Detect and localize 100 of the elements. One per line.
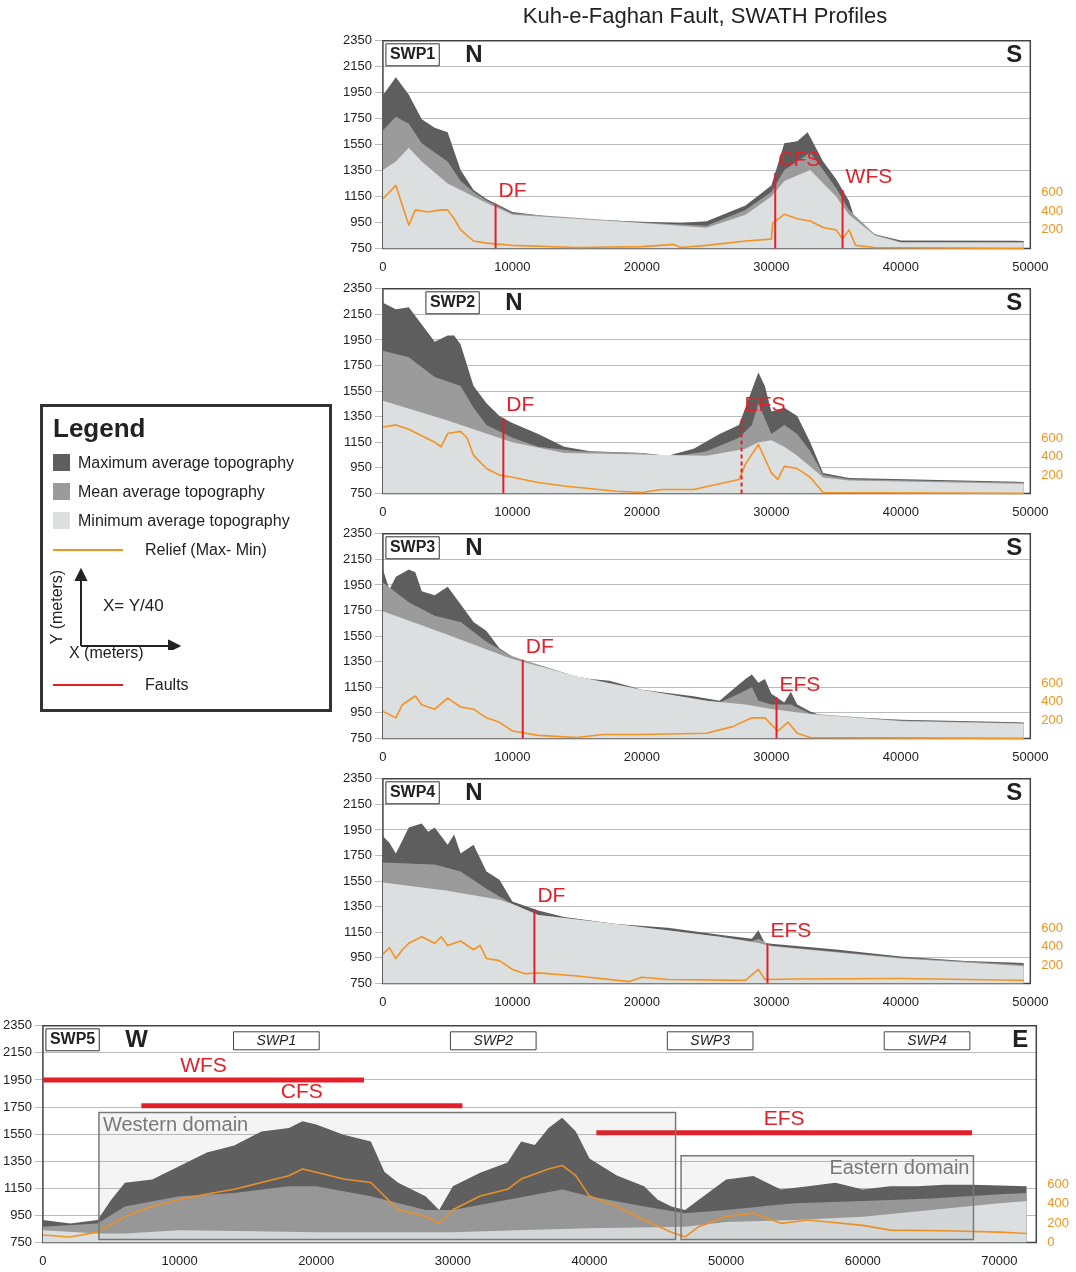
x-tick-label: 10000 (161, 1252, 198, 1268)
ref-line-label: EFS (779, 671, 821, 695)
y-tick-label: 950 (350, 704, 372, 720)
x-tick-label: 30000 (434, 1252, 471, 1268)
y2-tick-label: 200 (1041, 466, 1064, 482)
y-tick-label: 1150 (3, 1179, 32, 1195)
ref-line-label: WFS (845, 164, 893, 188)
y-tick-label: 1150 (343, 923, 372, 939)
y-tick-label: 1550 (343, 627, 372, 643)
y-tick-label: 750 (350, 239, 372, 255)
y-tick-label: 750 (350, 484, 372, 500)
y-tick-label: 1950 (343, 331, 372, 347)
y-tick-label: 1350 (343, 898, 372, 914)
annotation: SWP4 (389, 783, 436, 801)
ref-line-label: CFS (778, 147, 821, 171)
y-tick-label: 1950 (3, 1071, 32, 1087)
x-tick-label: 40000 (882, 993, 919, 1009)
chart-title: Kuh-e-Faghan Fault, SWATH Profiles (521, 2, 889, 30)
y-tick-label: 1950 (343, 84, 372, 100)
annotation: W (125, 1025, 149, 1053)
y-tick-label: 950 (350, 459, 372, 475)
y2-tick-label: 0 (1047, 1233, 1055, 1249)
annotation: SWP5 (49, 1030, 96, 1048)
band-label: Eastern domain (829, 1156, 970, 1179)
annotation: SWP3 (690, 1031, 731, 1048)
x-tick-label: 40000 (882, 748, 919, 764)
y2-tick-label: 200 (1041, 956, 1064, 972)
y-tick-label: 1750 (343, 847, 372, 863)
y-tick-label: 1550 (343, 872, 372, 888)
ref-line-label: DF (525, 634, 554, 658)
annotation: SWP1 (256, 1031, 297, 1048)
x-tick-label: 10000 (494, 748, 531, 764)
y2-tick-label: 200 (1047, 1214, 1070, 1230)
y-tick-label: 2150 (3, 1044, 32, 1060)
annotation: N (465, 533, 483, 561)
y-tick-label: 2150 (343, 795, 372, 811)
y-tick-label: 2350 (3, 1017, 32, 1033)
ref-line-label: DF (537, 883, 566, 907)
x-tick-label: 40000 (882, 503, 919, 519)
y2-tick-label: 200 (1041, 711, 1064, 727)
ref-line-label: EFS (770, 917, 812, 941)
ref-line-label: DF (506, 392, 535, 416)
y-tick-label: 2350 (343, 32, 372, 48)
annotation: S (1006, 778, 1023, 806)
x-tick-label: 20000 (623, 993, 660, 1009)
text: X (meters) (69, 644, 144, 662)
x-tick-label: 20000 (623, 258, 660, 274)
y2-tick-label: 600 (1041, 675, 1064, 691)
x-tick-label: 0 (39, 1252, 47, 1268)
text: Faults (145, 675, 189, 694)
y2-tick-label: 600 (1047, 1175, 1070, 1191)
x-tick-label: 0 (379, 503, 387, 519)
y2-tick-label: 400 (1041, 448, 1064, 464)
series-label: EFS (763, 1106, 805, 1130)
annotation: SWP2 (473, 1031, 514, 1048)
y-tick-label: 1350 (343, 408, 372, 424)
series-label: WFS (180, 1053, 227, 1077)
x-tick-label: 50000 (1012, 503, 1049, 519)
annotation: SWP4 (907, 1031, 948, 1048)
annotation: SWP1 (389, 45, 436, 63)
y2-tick-label: 200 (1041, 221, 1064, 237)
y-tick-label: 1750 (3, 1098, 32, 1114)
y-tick-label: 1550 (343, 382, 372, 398)
y-tick-label: 1350 (3, 1152, 32, 1168)
y2-tick-label: 400 (1041, 693, 1064, 709)
x-tick-label: 30000 (753, 503, 790, 519)
y2-tick-label: 600 (1041, 430, 1064, 446)
y-tick-label: 1750 (343, 110, 372, 126)
annotation: S (1006, 288, 1023, 316)
y-tick-label: 1750 (343, 357, 372, 373)
x-tick-label: 40000 (882, 258, 919, 274)
annotation: S (1006, 533, 1023, 561)
legend-label: Mean average topography (78, 482, 265, 501)
x-tick-label: 10000 (494, 258, 531, 274)
ref-line-label: DF (498, 177, 527, 201)
annotation: S (1006, 40, 1023, 68)
legend-label: Minimum average topography (78, 511, 290, 530)
y-tick-label: 2150 (343, 58, 372, 74)
x-tick-label: 40000 (571, 1252, 608, 1268)
annotation: SWP3 (389, 538, 436, 556)
x-tick-label: 30000 (753, 993, 790, 1009)
y-tick-label: 1550 (343, 136, 372, 152)
text: X= Y/40 (103, 596, 164, 616)
y-tick-label: 1950 (343, 576, 372, 592)
y2-tick-label: 600 (1041, 920, 1064, 936)
annotation: N (465, 778, 483, 806)
annotation: SWP2 (429, 293, 476, 311)
x-tick-label: 0 (379, 748, 387, 764)
band-label: Western domain (102, 1112, 249, 1135)
x-tick-label: 0 (379, 258, 387, 274)
y2-tick-label: 400 (1041, 202, 1064, 218)
y-tick-label: 950 (350, 214, 372, 230)
annotation: N (465, 40, 483, 68)
y-tick-label: 2150 (343, 305, 372, 321)
y-tick-label: 950 (350, 949, 372, 965)
x-tick-label: 20000 (623, 748, 660, 764)
x-tick-label: 20000 (298, 1252, 335, 1268)
y-tick-label: 1550 (3, 1125, 32, 1141)
x-tick-label: 50000 (708, 1252, 745, 1268)
legend-label: Relief (Max- Min) (145, 540, 267, 559)
